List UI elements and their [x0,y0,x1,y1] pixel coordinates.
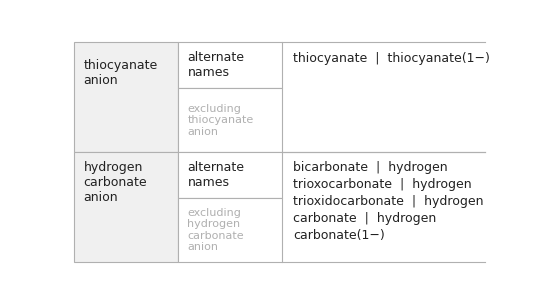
Bar [178,198,282,262]
Text: thiocyanate  |  thiocyanate(1−): thiocyanate | thiocyanate(1−) [293,51,490,64]
Text: bicarbonate  |  hydrogen
trioxocarbonate  |  hydrogen
trioxidocarbonate  |  hydr: bicarbonate | hydrogen trioxocarbonate |… [293,161,484,242]
Text: hydrogen
carbonate
anion: hydrogen carbonate anion [84,161,147,204]
Bar [178,42,282,88]
Bar [74,42,178,152]
Text: excluding
thiocyanate
anion: excluding thiocyanate anion [187,104,254,137]
Text: alternate
names: alternate names [187,161,245,189]
Text: thiocyanate
anion: thiocyanate anion [84,59,158,87]
Bar [74,152,178,262]
Bar [178,152,282,198]
Bar [178,88,282,152]
Text: excluding
hydrogen
carbonate
anion: excluding hydrogen carbonate anion [187,207,244,252]
Text: alternate
names: alternate names [187,51,245,79]
